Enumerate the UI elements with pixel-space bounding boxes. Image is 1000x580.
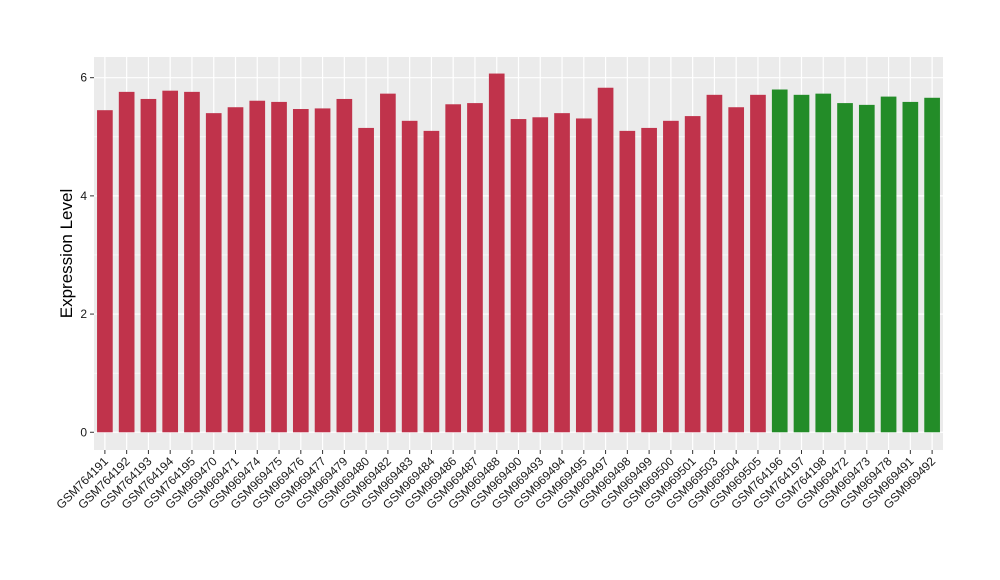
bar-GSM969494 — [554, 113, 570, 433]
bar-GSM969492 — [924, 97, 940, 433]
bar-GSM969471 — [227, 107, 244, 433]
bar-GSM969482 — [380, 93, 396, 433]
bar-GSM969474 — [249, 100, 266, 433]
bar-GSM764196 — [771, 89, 788, 433]
bar-GSM969505 — [750, 94, 766, 433]
bar-GSM969488 — [488, 73, 505, 433]
bar-GSM969490 — [510, 119, 527, 433]
y-tick-label: 4 — [80, 189, 87, 203]
y-tick-label: 0 — [80, 425, 87, 439]
bar-GSM969499 — [641, 127, 657, 433]
bar-GSM969501 — [684, 116, 701, 433]
bar-GSM969503 — [706, 94, 723, 433]
bar-GSM969486 — [445, 104, 462, 433]
bar-GSM764197 — [793, 94, 810, 433]
bar-GSM764195 — [184, 91, 200, 433]
y-tick-label: 2 — [80, 307, 87, 321]
bar-GSM969478 — [880, 96, 897, 433]
bar-GSM969504 — [728, 107, 745, 433]
bar-GSM969476 — [292, 109, 309, 433]
y-axis-ticks: 0 2 4 6 — [80, 71, 94, 439]
bars — [97, 73, 940, 433]
x-axis-ticks: GSM764191GSM764192GSM764193GSM764194GSM7… — [53, 450, 938, 512]
bar-GSM969487 — [467, 103, 483, 433]
bar-GSM969472 — [837, 103, 853, 433]
bar-GSM969477 — [314, 108, 331, 433]
bar-GSM969483 — [401, 120, 418, 433]
bar-GSM969473 — [858, 104, 875, 433]
bar-GSM969475 — [271, 101, 287, 433]
bar-GSM969495 — [575, 118, 592, 433]
bar-GSM969479 — [336, 98, 353, 433]
bar-GSM764191 — [97, 110, 113, 433]
bar-GSM969498 — [619, 130, 636, 433]
bar-GSM764193 — [140, 98, 157, 433]
bar-GSM969470 — [205, 113, 222, 433]
bar-GSM969493 — [532, 117, 549, 433]
bar-GSM969480 — [358, 127, 374, 433]
bar-GSM969500 — [663, 120, 679, 433]
y-tick-label: 6 — [80, 71, 87, 85]
bar-GSM764198 — [815, 93, 832, 433]
bar-GSM969484 — [423, 130, 440, 433]
y-axis-title: Expression Level — [57, 189, 76, 318]
bar-GSM764192 — [118, 91, 135, 433]
bar-GSM764194 — [162, 90, 179, 433]
bar-GSM969497 — [597, 87, 614, 433]
bar-GSM969491 — [902, 101, 919, 433]
